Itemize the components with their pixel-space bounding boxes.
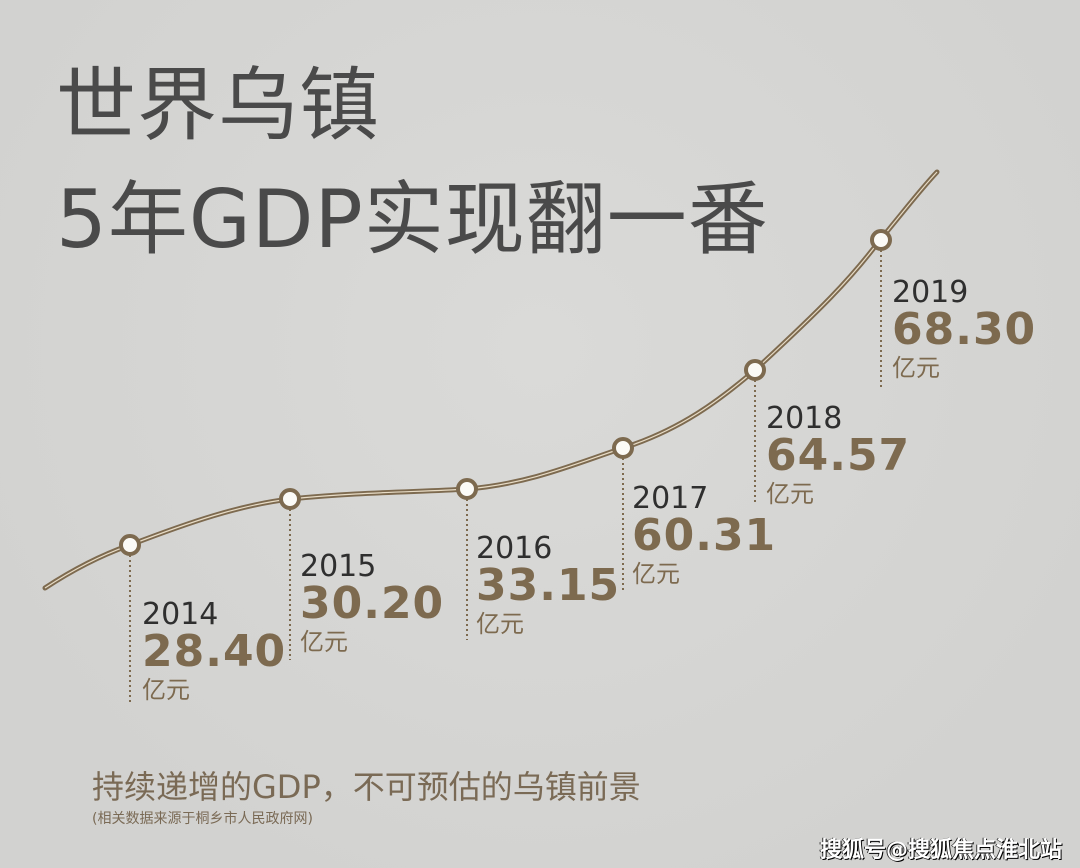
year-label: 2019	[892, 275, 969, 310]
value-label: 33.15	[476, 560, 621, 611]
tagline: 持续递增的GDP，不可预估的乌镇前景	[92, 768, 641, 806]
year-label: 2017	[632, 481, 709, 516]
value-label: 64.57	[766, 430, 911, 481]
label-2019: 2019 68.30 亿元	[892, 275, 1037, 382]
page-title-line1: 世界乌镇	[56, 59, 380, 152]
unit-label: 亿元	[892, 354, 940, 382]
year-label: 2016	[476, 531, 553, 566]
year-label: 2015	[300, 549, 377, 584]
point-2015	[279, 488, 301, 510]
unit-label: 亿元	[142, 676, 190, 704]
year-label: 2014	[142, 597, 219, 632]
point-2018	[744, 359, 766, 381]
label-2016: 2016 33.15 亿元	[476, 531, 621, 638]
page-title-line2: 5年GDP实现翻一番	[56, 173, 769, 266]
year-label: 2018	[766, 401, 843, 436]
value-label: 28.40	[142, 626, 287, 677]
label-2017: 2017 60.31 亿元	[632, 481, 777, 588]
point-2014	[119, 534, 141, 556]
value-label: 68.30	[892, 304, 1037, 355]
trend-line-highlight	[44, 171, 938, 589]
unit-label: 亿元	[632, 560, 680, 588]
value-label: 30.20	[300, 578, 445, 629]
source-note: (相关数据来源于桐乡市人民政府网)	[92, 811, 313, 827]
label-2018: 2018 64.57 亿元	[766, 401, 911, 508]
trend-line	[42, 169, 940, 591]
value-label: 60.31	[632, 510, 777, 561]
unit-label: 亿元	[300, 628, 348, 656]
label-2014: 2014 28.40 亿元	[142, 597, 287, 704]
point-2017	[612, 437, 634, 459]
point-2016	[456, 478, 478, 500]
watermark: 搜狐号@搜狐焦点淮北站	[820, 838, 1063, 863]
unit-label: 亿元	[766, 480, 814, 508]
point-2019	[870, 229, 892, 251]
unit-label: 亿元	[476, 610, 524, 638]
label-2015: 2015 30.20 亿元	[300, 549, 445, 656]
